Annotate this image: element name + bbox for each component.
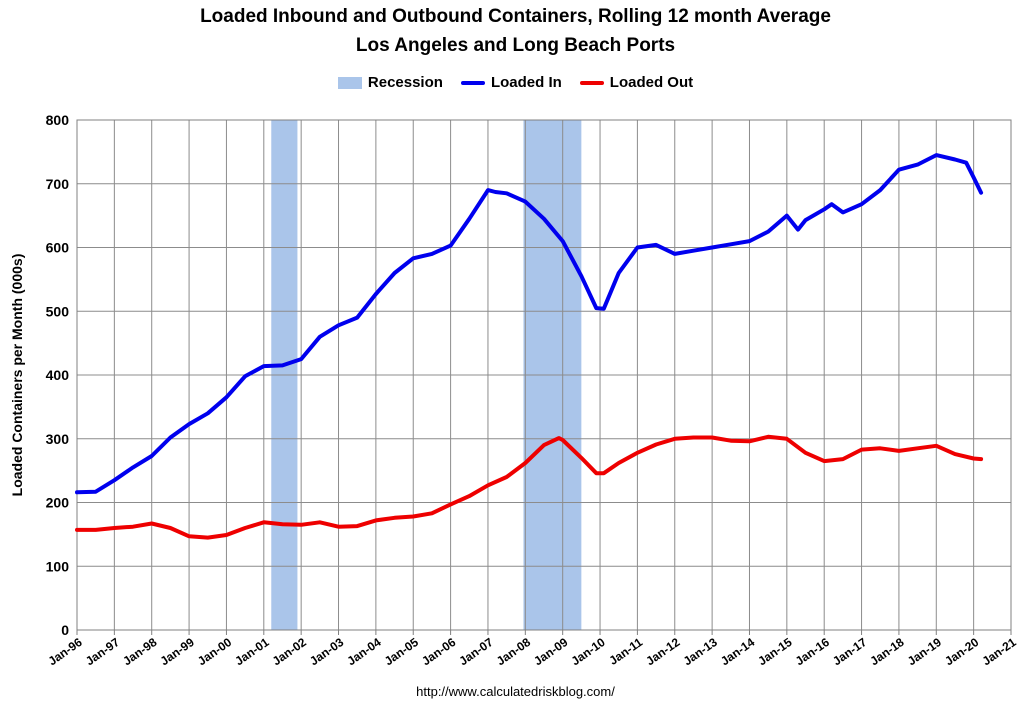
x-tick-label-4: Jan-00 <box>195 635 234 668</box>
x-tick-label-10: Jan-06 <box>419 635 458 668</box>
y-tick-label-7: 700 <box>46 176 70 192</box>
y-tick-label-1: 100 <box>46 558 70 574</box>
x-tick-label-16: Jan-12 <box>643 635 682 668</box>
y-tick-label-6: 600 <box>46 240 70 256</box>
chart-subtitle: Los Angeles and Long Beach Ports <box>355 35 676 56</box>
x-tick-label-13: Jan-09 <box>531 635 570 668</box>
legend-label-recession: Recession <box>367 74 443 91</box>
plot-frame <box>76 119 1012 631</box>
x-tick-label-18: Jan-14 <box>718 635 757 668</box>
legend-swatch-loaded-in <box>460 80 485 85</box>
x-tick-label-9: Jan-05 <box>382 635 421 668</box>
x-tick-label-12: Jan-08 <box>494 635 533 668</box>
x-tick-label-22: Jan-18 <box>867 635 906 668</box>
legend-swatch-recession <box>337 76 362 89</box>
y-axis-label: Loaded Containers per Month (000s) <box>9 254 25 497</box>
x-axis-ticks: Jan-96Jan-97Jan-98Jan-99Jan-00Jan-01Jan-… <box>46 630 1019 668</box>
y-tick-label-5: 500 <box>46 303 70 319</box>
series-line-loaded-out <box>75 434 984 540</box>
x-tick-label-20: Jan-16 <box>793 635 832 668</box>
legend-swatch-loaded-out <box>579 80 604 85</box>
x-tick-label-17: Jan-13 <box>681 635 720 668</box>
y-tick-label-4: 400 <box>46 367 70 383</box>
y-tick-label-2: 200 <box>46 495 70 511</box>
x-tick-label-8: Jan-04 <box>344 635 383 668</box>
y-tick-label-3: 300 <box>46 431 70 447</box>
legend-label-loaded-out: Loaded Out <box>609 74 694 91</box>
x-tick-label-24: Jan-20 <box>942 635 981 668</box>
x-tick-label-23: Jan-19 <box>905 635 944 668</box>
x-tick-label-21: Jan-17 <box>830 635 869 668</box>
y-tick-label-8: 800 <box>46 112 70 128</box>
x-tick-label-11: Jan-07 <box>456 635 495 668</box>
legend: Recession Loaded In Loaded Out <box>0 74 1031 91</box>
x-tick-label-5: Jan-01 <box>232 635 271 668</box>
chart-title: Loaded Inbound and Outbound Containers, … <box>200 6 831 27</box>
legend-item-loaded-in: Loaded In <box>460 74 562 91</box>
y-tick-label-0: 0 <box>61 622 69 638</box>
series-lines <box>75 153 984 540</box>
y-axis-ticks: 0 100 200 300 400 500 600 700 800 <box>46 112 70 638</box>
x-tick-label-2: Jan-98 <box>120 635 159 668</box>
source-credit: http://www.calculatedriskblog.com/ <box>416 684 615 699</box>
legend-item-recession: Recession <box>337 74 443 91</box>
x-tick-label-15: Jan-11 <box>606 635 645 668</box>
x-tick-label-7: Jan-03 <box>307 635 346 668</box>
x-tick-label-6: Jan-02 <box>270 635 309 668</box>
x-tick-label-1: Jan-97 <box>83 635 122 668</box>
x-tick-label-0: Jan-96 <box>46 635 85 668</box>
x-tick-label-25: Jan-21 <box>980 635 1019 668</box>
x-tick-label-3: Jan-99 <box>158 635 197 668</box>
legend-label-loaded-in: Loaded In <box>490 74 562 91</box>
x-tick-label-14: Jan-10 <box>569 635 608 668</box>
x-tick-label-19: Jan-15 <box>755 635 794 668</box>
legend-item-loaded-out: Loaded Out <box>579 74 694 91</box>
series-line-loaded-in <box>75 153 984 495</box>
